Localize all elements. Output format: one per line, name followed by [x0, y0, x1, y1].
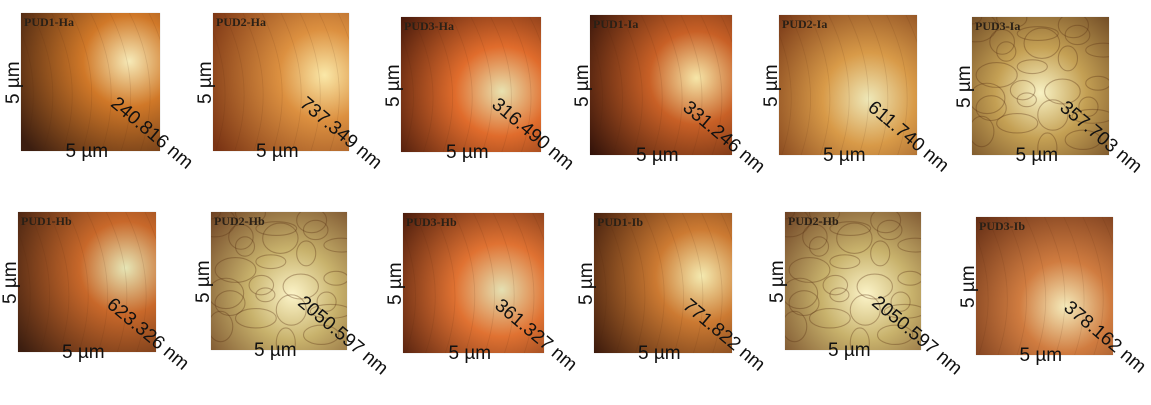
y-axis-label: 5 µm	[954, 65, 975, 108]
x-axis-label: 5 µm	[823, 145, 866, 166]
x-axis-label: 5 µm	[62, 342, 105, 363]
panel-title: PUD1-Ha	[24, 15, 74, 29]
x-axis-label: 5 µm	[65, 141, 109, 162]
panel-title: PUD3-Ha	[404, 19, 454, 33]
y-axis-label: 5 µm	[385, 262, 406, 305]
x-axis-label: 5 µm	[638, 343, 681, 364]
afm-topography-image: PUD2-Hb	[785, 212, 921, 350]
x-axis-label: 5 µm	[448, 343, 492, 364]
panel-title: PUD3-Hb	[406, 215, 457, 229]
afm-topography-image: PUD1-Ha	[21, 13, 160, 151]
y-axis-label: 5 µm	[572, 64, 593, 107]
afm-topography-image: PUD2-Hb	[211, 212, 347, 350]
y-axis-label: 5 µm	[767, 260, 788, 303]
panel-title: PUD1-Hb	[21, 214, 72, 228]
panel-title: PUD2-Hb	[788, 214, 839, 228]
y-axis-label: 5 µm	[3, 61, 24, 104]
panel-title: PUD2-Ia	[782, 17, 828, 31]
x-axis-label: 5 µm	[636, 145, 679, 166]
y-axis-label: 5 µm	[0, 261, 21, 304]
afm-topography-image: PUD1-Ia	[590, 15, 732, 155]
afm-topography-image: PUD3-Hb	[403, 213, 544, 353]
x-axis-label: 5 µm	[828, 340, 871, 361]
afm-topography-image: PUD1-Hb	[18, 212, 156, 352]
y-axis-label: 5 µm	[958, 265, 979, 308]
afm-topography-image: PUD1-Ib	[594, 213, 732, 353]
afm-topography-image: PUD2-Ha	[213, 13, 349, 151]
afm-topography-image: PUD3-Ib	[976, 217, 1113, 355]
x-axis-label: 5 µm	[254, 340, 297, 361]
panel-title: PUD2-Hb	[214, 214, 265, 228]
y-axis-label: 5 µm	[576, 262, 597, 305]
afm-topography-image: PUD3-Ha	[401, 17, 541, 152]
panel-title: PUD2-Ha	[216, 15, 266, 29]
x-axis-label: 5 µm	[446, 142, 489, 163]
afm-topography-image: PUD2-Ia	[779, 15, 917, 155]
panel-title: PUD3-Ia	[975, 19, 1021, 33]
x-axis-label: 5 µm	[1015, 145, 1059, 166]
x-axis-label: 5 µm	[256, 141, 299, 162]
panel-title: PUD1-Ib	[597, 215, 644, 229]
y-axis-label: 5 µm	[193, 260, 214, 303]
panel-title: PUD3-Ib	[979, 219, 1026, 233]
afm-topography-image: PUD3-Ia	[972, 17, 1109, 155]
y-axis-label: 5 µm	[195, 61, 216, 104]
y-axis-label: 5 µm	[383, 63, 404, 107]
x-axis-label: 5 µm	[1019, 345, 1063, 366]
y-axis-label: 5 µm	[761, 64, 782, 107]
panel-title: PUD1-Ia	[593, 17, 639, 31]
